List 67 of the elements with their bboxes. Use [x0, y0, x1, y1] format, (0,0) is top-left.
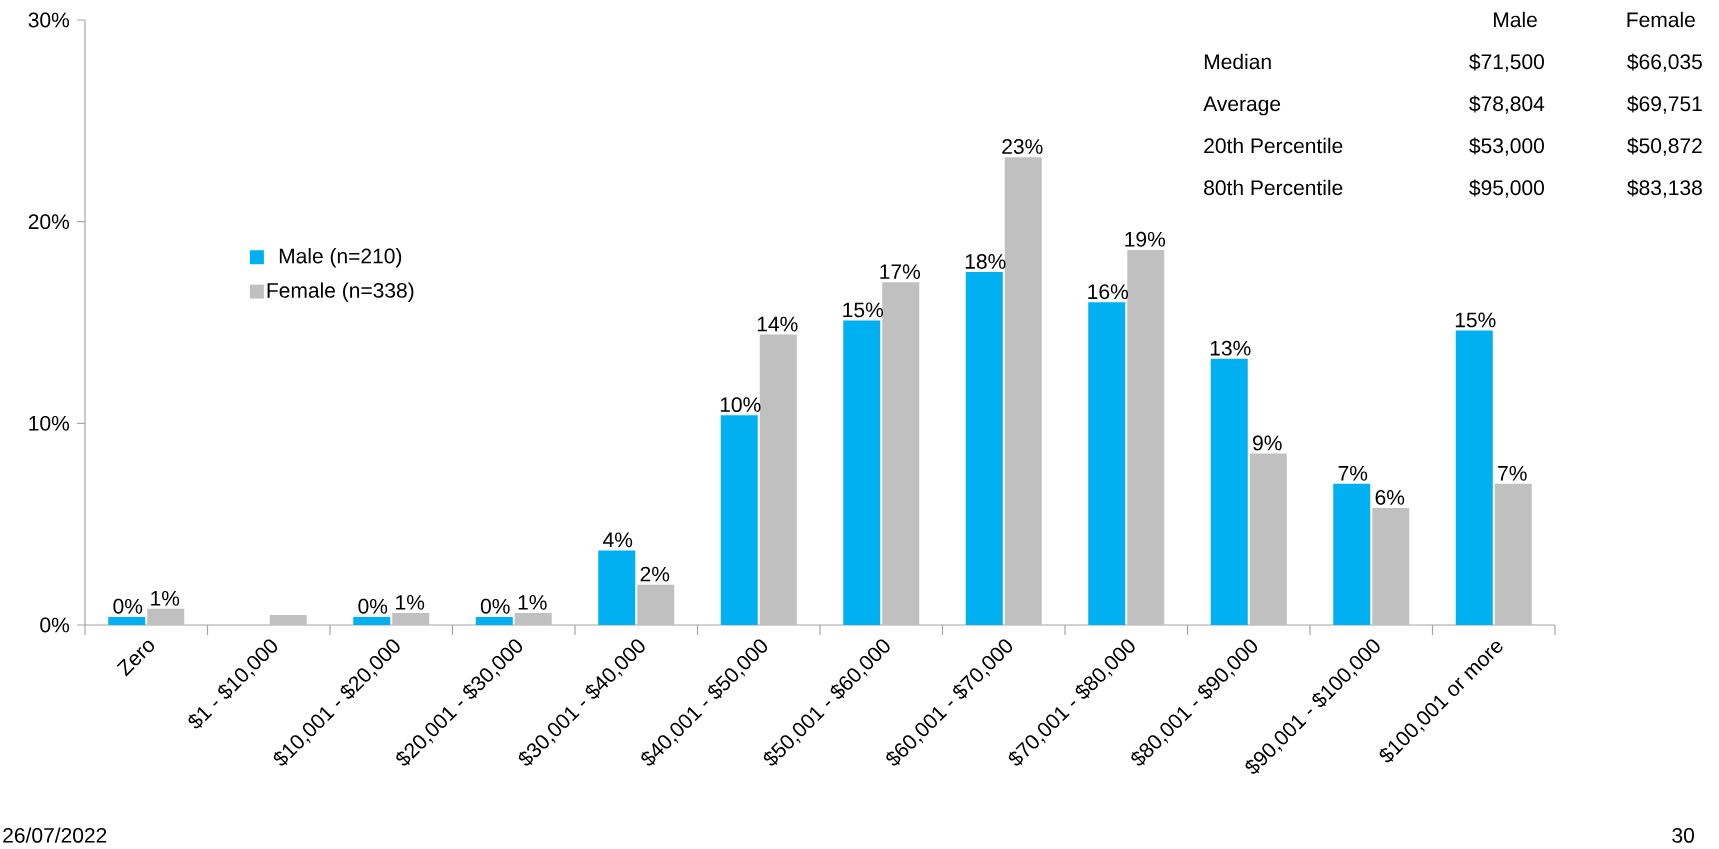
bar	[637, 584, 675, 625]
annotation: $78,804	[1469, 95, 1545, 114]
y-tick-label: 20%	[28, 214, 70, 230]
bar	[1455, 330, 1493, 625]
data-label: 10%	[720, 397, 761, 413]
bar	[269, 614, 307, 625]
bar	[759, 334, 797, 625]
annotation: Average	[1203, 96, 1281, 116]
bar	[1249, 453, 1287, 625]
bar	[514, 612, 552, 625]
bar	[475, 616, 513, 625]
bar	[1004, 157, 1042, 625]
data-label: 1%	[396, 595, 425, 610]
bar	[598, 550, 636, 625]
data-label: 1%	[151, 590, 180, 606]
bar	[1088, 302, 1126, 625]
text: 30	[1672, 827, 1694, 843]
data-label: 2%	[640, 566, 670, 582]
bar	[1333, 483, 1371, 625]
text: $50,872	[1627, 137, 1702, 156]
text: $66,035	[1627, 53, 1702, 72]
bar	[147, 608, 185, 625]
legend-label: Male (n=210)	[279, 248, 402, 268]
annotation: 20th Percentile	[1204, 137, 1343, 154]
legend-label: Female (n=338)	[267, 282, 414, 302]
bar	[965, 272, 1003, 625]
data-label: 7%	[1498, 465, 1527, 481]
data-label: 1%	[518, 595, 547, 610]
data-label: 17%	[880, 264, 921, 279]
bar	[1210, 358, 1248, 625]
annotation: $53,000	[1469, 137, 1544, 156]
y-tick-label: 0%	[40, 617, 70, 633]
bar	[1372, 508, 1410, 625]
text: $83,138	[1627, 179, 1702, 198]
bar	[720, 415, 758, 625]
bar	[108, 616, 146, 625]
annotation: 80th Percentile	[1204, 179, 1343, 196]
data-label: 6%	[1375, 489, 1405, 505]
data-label: 4%	[603, 532, 633, 548]
annotation: $95,000	[1469, 179, 1544, 198]
text: Female	[1627, 11, 1695, 28]
data-label: 15%	[843, 302, 884, 318]
annotation: Male	[1494, 11, 1537, 28]
data-label: 0%	[358, 598, 388, 614]
data-label: 15%	[1455, 312, 1496, 328]
data-label: 0%	[480, 598, 510, 614]
bar	[1494, 483, 1532, 625]
text: $69,751	[1627, 95, 1702, 114]
bar	[882, 282, 920, 625]
data-label: 13%	[1210, 340, 1251, 356]
data-label: 18%	[965, 254, 1006, 269]
y-tick-label: 30%	[28, 12, 70, 28]
data-label: 19%	[1125, 231, 1166, 247]
bar	[843, 320, 881, 625]
data-label: 14%	[757, 316, 798, 332]
data-label: 0%	[113, 598, 143, 614]
data-label: 23%	[1002, 139, 1043, 154]
bar	[392, 612, 430, 625]
data-label: 16%	[1088, 284, 1129, 300]
annotation: $71,500	[1469, 53, 1544, 72]
text: 26/07/2022	[3, 827, 107, 843]
y-tick-label: 10%	[29, 415, 70, 431]
annotation: Median	[1204, 53, 1271, 70]
bar	[353, 616, 391, 625]
data-label: 7%	[1338, 465, 1368, 481]
bar	[1127, 249, 1165, 625]
data-label: 9%	[1253, 435, 1282, 451]
